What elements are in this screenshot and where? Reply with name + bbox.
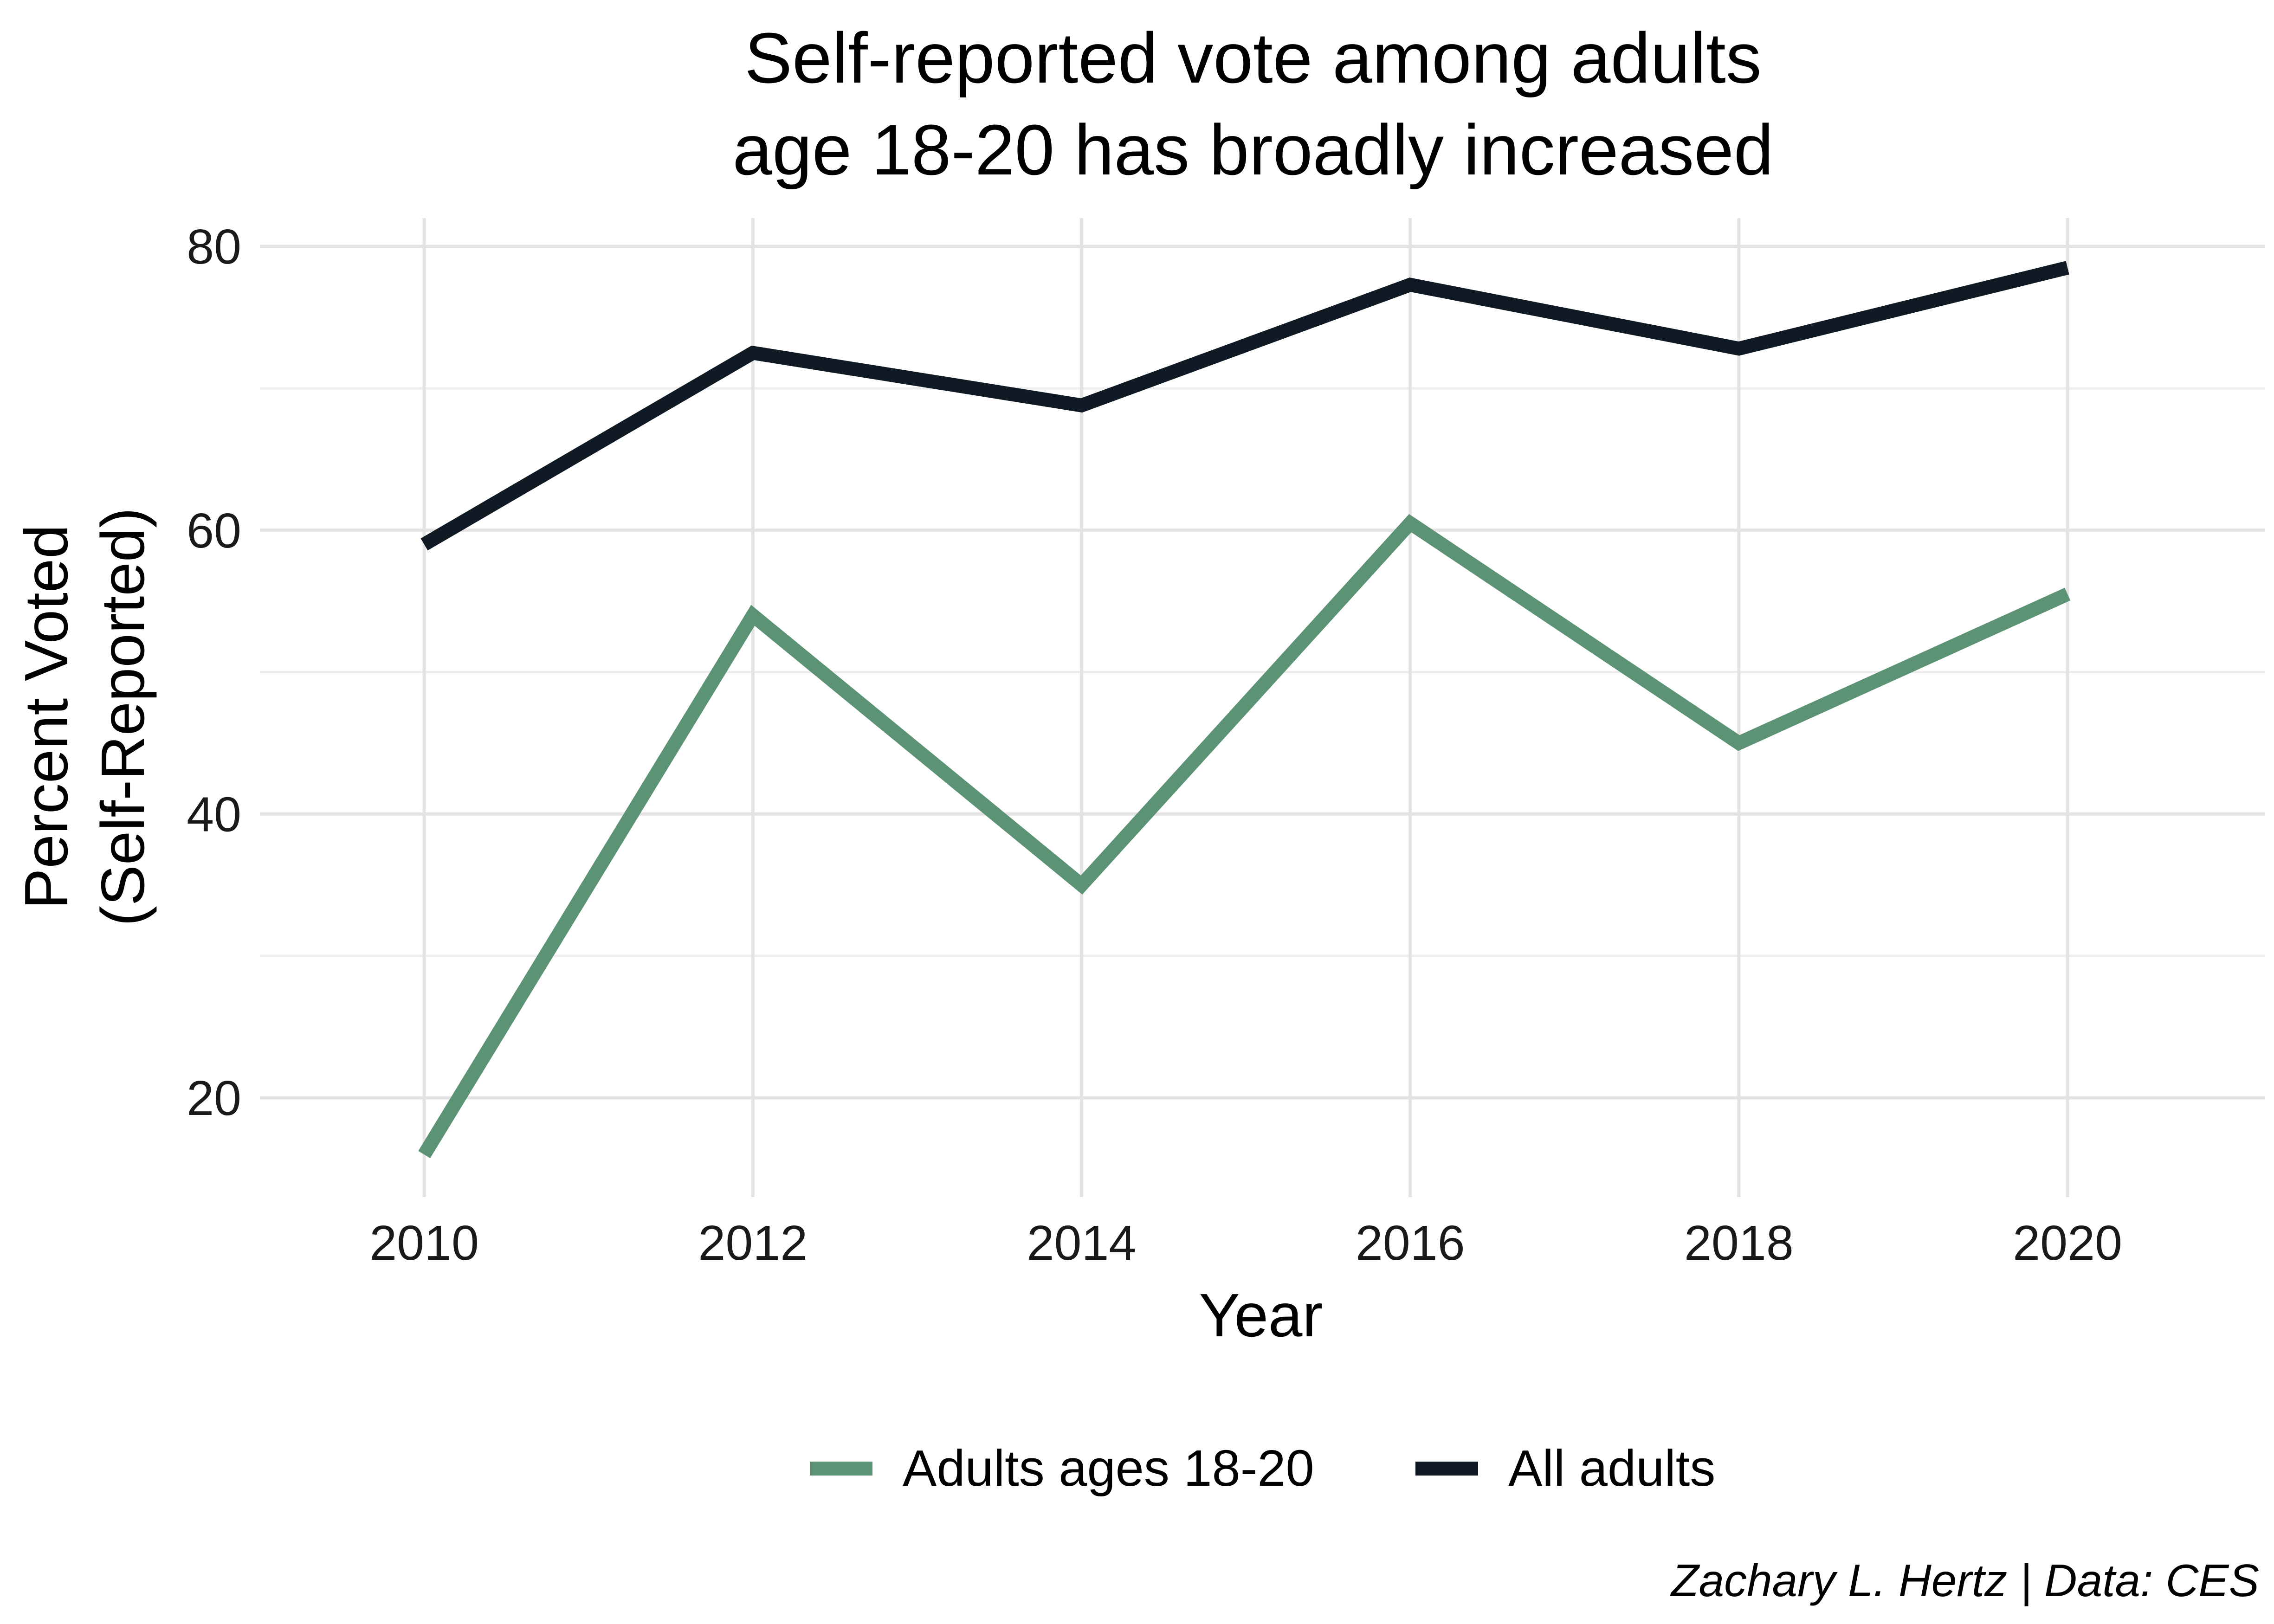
series-line-all-adults bbox=[420, 261, 2069, 551]
chart-title-line-1: Self-reported vote among adults bbox=[744, 18, 1762, 98]
legend-label-adults-18-20: Adults ages 18-20 bbox=[903, 1440, 1314, 1497]
x-tick-label: 2012 bbox=[698, 1216, 808, 1270]
series-line-adults-18-20 bbox=[418, 514, 2071, 1159]
y-axis-title-line-1: Percent Voted bbox=[12, 524, 80, 909]
y-tick-label: 80 bbox=[187, 219, 241, 274]
legend-label-all-adults: All adults bbox=[1508, 1440, 1715, 1497]
x-tick-label: 2020 bbox=[2013, 1216, 2122, 1270]
chart-caption: Zachary L. Hertz | Data: CES bbox=[1670, 1555, 2259, 1606]
x-axis-ticks: 2010 2012 2014 2016 2018 2020 bbox=[369, 1216, 2122, 1270]
y-tick-label: 60 bbox=[187, 503, 241, 558]
x-tick-label: 2014 bbox=[1027, 1216, 1137, 1270]
y-axis-ticks: 20 40 60 80 bbox=[187, 219, 241, 1126]
chart-title-line-2: age 18-20 has broadly increased bbox=[732, 110, 1773, 190]
x-tick-label: 2018 bbox=[1684, 1216, 1794, 1270]
x-tick-label: 2010 bbox=[369, 1216, 479, 1270]
x-tick-label: 2016 bbox=[1356, 1216, 1465, 1270]
y-axis-title-line-2: (Self-Reported) bbox=[89, 508, 157, 926]
y-axis-title: Percent Voted (Self-Reported) bbox=[12, 508, 157, 926]
series-lines bbox=[418, 261, 2071, 1159]
x-axis-title: Year bbox=[1199, 1281, 1323, 1349]
grid bbox=[260, 218, 2265, 1197]
y-tick-label: 20 bbox=[187, 1071, 241, 1126]
y-tick-label: 40 bbox=[187, 787, 241, 842]
legend: Adults ages 18-20 All adults bbox=[810, 1440, 1715, 1497]
